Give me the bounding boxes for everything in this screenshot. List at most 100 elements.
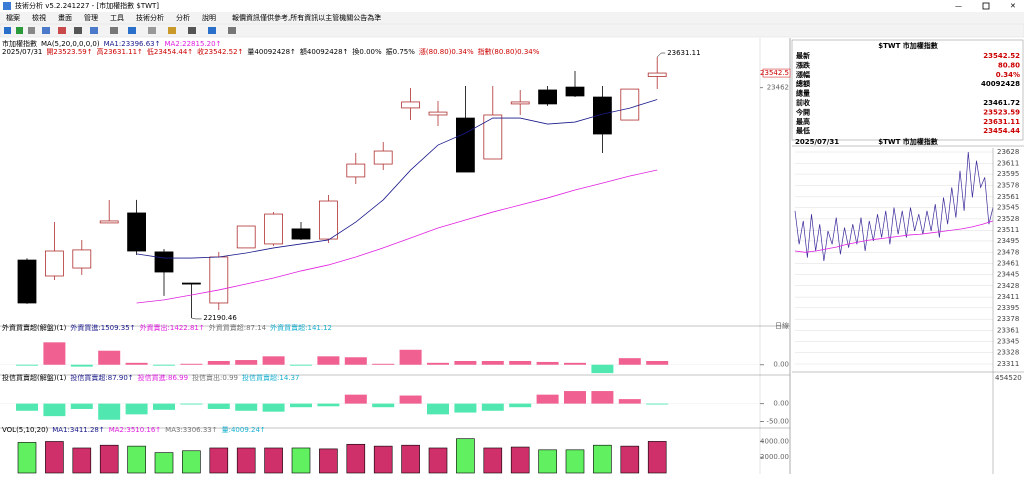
y-tick-label: 23478 [997, 248, 1019, 256]
volume-bar [456, 438, 475, 474]
tool-icon[interactable] [208, 27, 216, 34]
panel-header: VOL(5,10,20) MA1:3411.28↑ MA2:3510.16↑ MA3:… [2, 426, 266, 434]
header-item: MA2:3510.16↑ [109, 426, 161, 434]
volume-bar [373, 445, 393, 474]
candle-body [291, 228, 311, 240]
y-tick-label: 23542.5 [760, 69, 789, 77]
quote-label: 最新 [796, 51, 810, 60]
volume-bar [620, 445, 640, 474]
quote-label: 總額 [796, 79, 810, 88]
bar [153, 364, 175, 366]
y-tick-label: 23361 [997, 327, 1019, 335]
menu-item[interactable]: 技術分析 [136, 13, 164, 22]
header-item: MA2:22815.20↑ [165, 40, 222, 48]
bar [454, 361, 477, 365]
menu-item[interactable]: 說明 [202, 13, 216, 22]
bar [235, 360, 258, 365]
tool-icon[interactable] [110, 27, 118, 34]
volume-bar [17, 442, 37, 474]
tool-icon[interactable] [168, 27, 176, 34]
tool-icon[interactable] [228, 27, 236, 34]
menu-item[interactable]: 分析 [176, 13, 190, 22]
tool-icon[interactable] [148, 27, 156, 34]
volume-bar [428, 447, 448, 474]
volume-bar [45, 441, 64, 474]
bar [399, 349, 422, 365]
candle-body [428, 111, 448, 116]
quote-value: 0.34% [996, 71, 1020, 79]
y-tick-label: 23561 [997, 193, 1019, 201]
header-item: 漲(80.80)0.34% [419, 47, 474, 56]
bar [427, 403, 449, 415]
tool-icon[interactable] [74, 27, 82, 34]
header-item: 指數(80.80)0.34% [478, 47, 540, 56]
volume-bar [236, 447, 256, 474]
y-tick-label: 0.00 [773, 400, 789, 408]
menu-item[interactable]: 畫面 [58, 13, 72, 22]
bar [399, 395, 422, 404]
tool-icon[interactable] [16, 27, 23, 34]
header-item: 投信買賣超:14.37 [242, 373, 299, 382]
y-tick-label: 23445 [997, 270, 1019, 278]
close[interactable]: ✕ [1010, 2, 1016, 10]
quote-label: 最低 [796, 126, 810, 135]
bar [70, 364, 93, 367]
candle-body [264, 213, 284, 245]
menu: 檔案 檢視 畫面 管理 工具 技術分析 分析 說明 報價資訊僅供參考,所有資訊以主管機關公告為準 [6, 13, 381, 22]
bar [344, 394, 367, 404]
menu-item[interactable]: 管理 [84, 13, 98, 22]
candle-body [373, 150, 393, 165]
y-tick-label: 23395 [997, 304, 1019, 312]
menu-item[interactable]: 檢視 [32, 13, 46, 22]
header-item: MA1:23396.63↑ [104, 40, 161, 48]
tool-icon[interactable] [90, 27, 98, 34]
header-item: MA3:3306.33↑ [165, 426, 217, 434]
header-item: 外資買賣超:141.12 [270, 323, 332, 332]
header-item: 量40092428↑ [247, 48, 296, 56]
bar [564, 391, 586, 404]
header-item: 外資買賣超:87.14 [209, 323, 267, 332]
quote-value: 40092428 [981, 80, 1020, 88]
tool-icon[interactable] [58, 27, 66, 34]
minimize[interactable]: — [955, 2, 962, 10]
header-item: 投信賣出:0.99 [192, 373, 238, 382]
menu-item[interactable]: 檔案 [6, 13, 20, 22]
tool-icon[interactable] [4, 27, 11, 34]
y-tick-label: 23511 [997, 226, 1019, 234]
bar [43, 403, 66, 417]
bar [125, 362, 148, 365]
tool-icon[interactable] [128, 27, 136, 34]
candle-body [45, 250, 64, 277]
candle-body [127, 212, 146, 252]
tool-icon[interactable] [188, 27, 196, 34]
tool-icon[interactable] [28, 27, 35, 34]
tool-icon[interactable] [42, 27, 50, 34]
header-item: 開23523.59↑ [46, 48, 92, 56]
avg-line [794, 220, 994, 253]
header-item: 高23631.11↑ [97, 47, 143, 56]
y-tick-label: 23528 [997, 215, 1019, 223]
panel-header: 市加權指數 MA(5,20,0,0,0,0) MA1:23396.63↑ MA2:22… [2, 39, 221, 48]
header-item: 投信買進:86.99 [138, 373, 188, 382]
bar [98, 350, 121, 365]
y-tick-label: 23611 [997, 159, 1019, 167]
header-item: 外資買進:1509.35↑ [70, 323, 135, 332]
bar [536, 394, 559, 404]
bar [16, 403, 38, 411]
bar [180, 363, 203, 365]
bar [70, 403, 93, 409]
menu-item[interactable]: 工具 [110, 14, 124, 22]
volume-bar [154, 452, 174, 474]
volume-bar [99, 444, 119, 474]
volume-bar [510, 446, 530, 474]
candle-body [593, 96, 612, 135]
price-box [762, 68, 791, 78]
candle-body [346, 163, 366, 178]
y-tick-label: 23495 [997, 237, 1019, 245]
maximize[interactable] [982, 2, 990, 10]
bar [372, 403, 395, 408]
y-tick-label: 23595 [997, 170, 1019, 178]
bar [509, 361, 532, 365]
window-title: 技術分析 v5.2.241227 - [市加權指數 $TWT] [15, 1, 159, 10]
low-label: 22190.46 [203, 314, 237, 322]
